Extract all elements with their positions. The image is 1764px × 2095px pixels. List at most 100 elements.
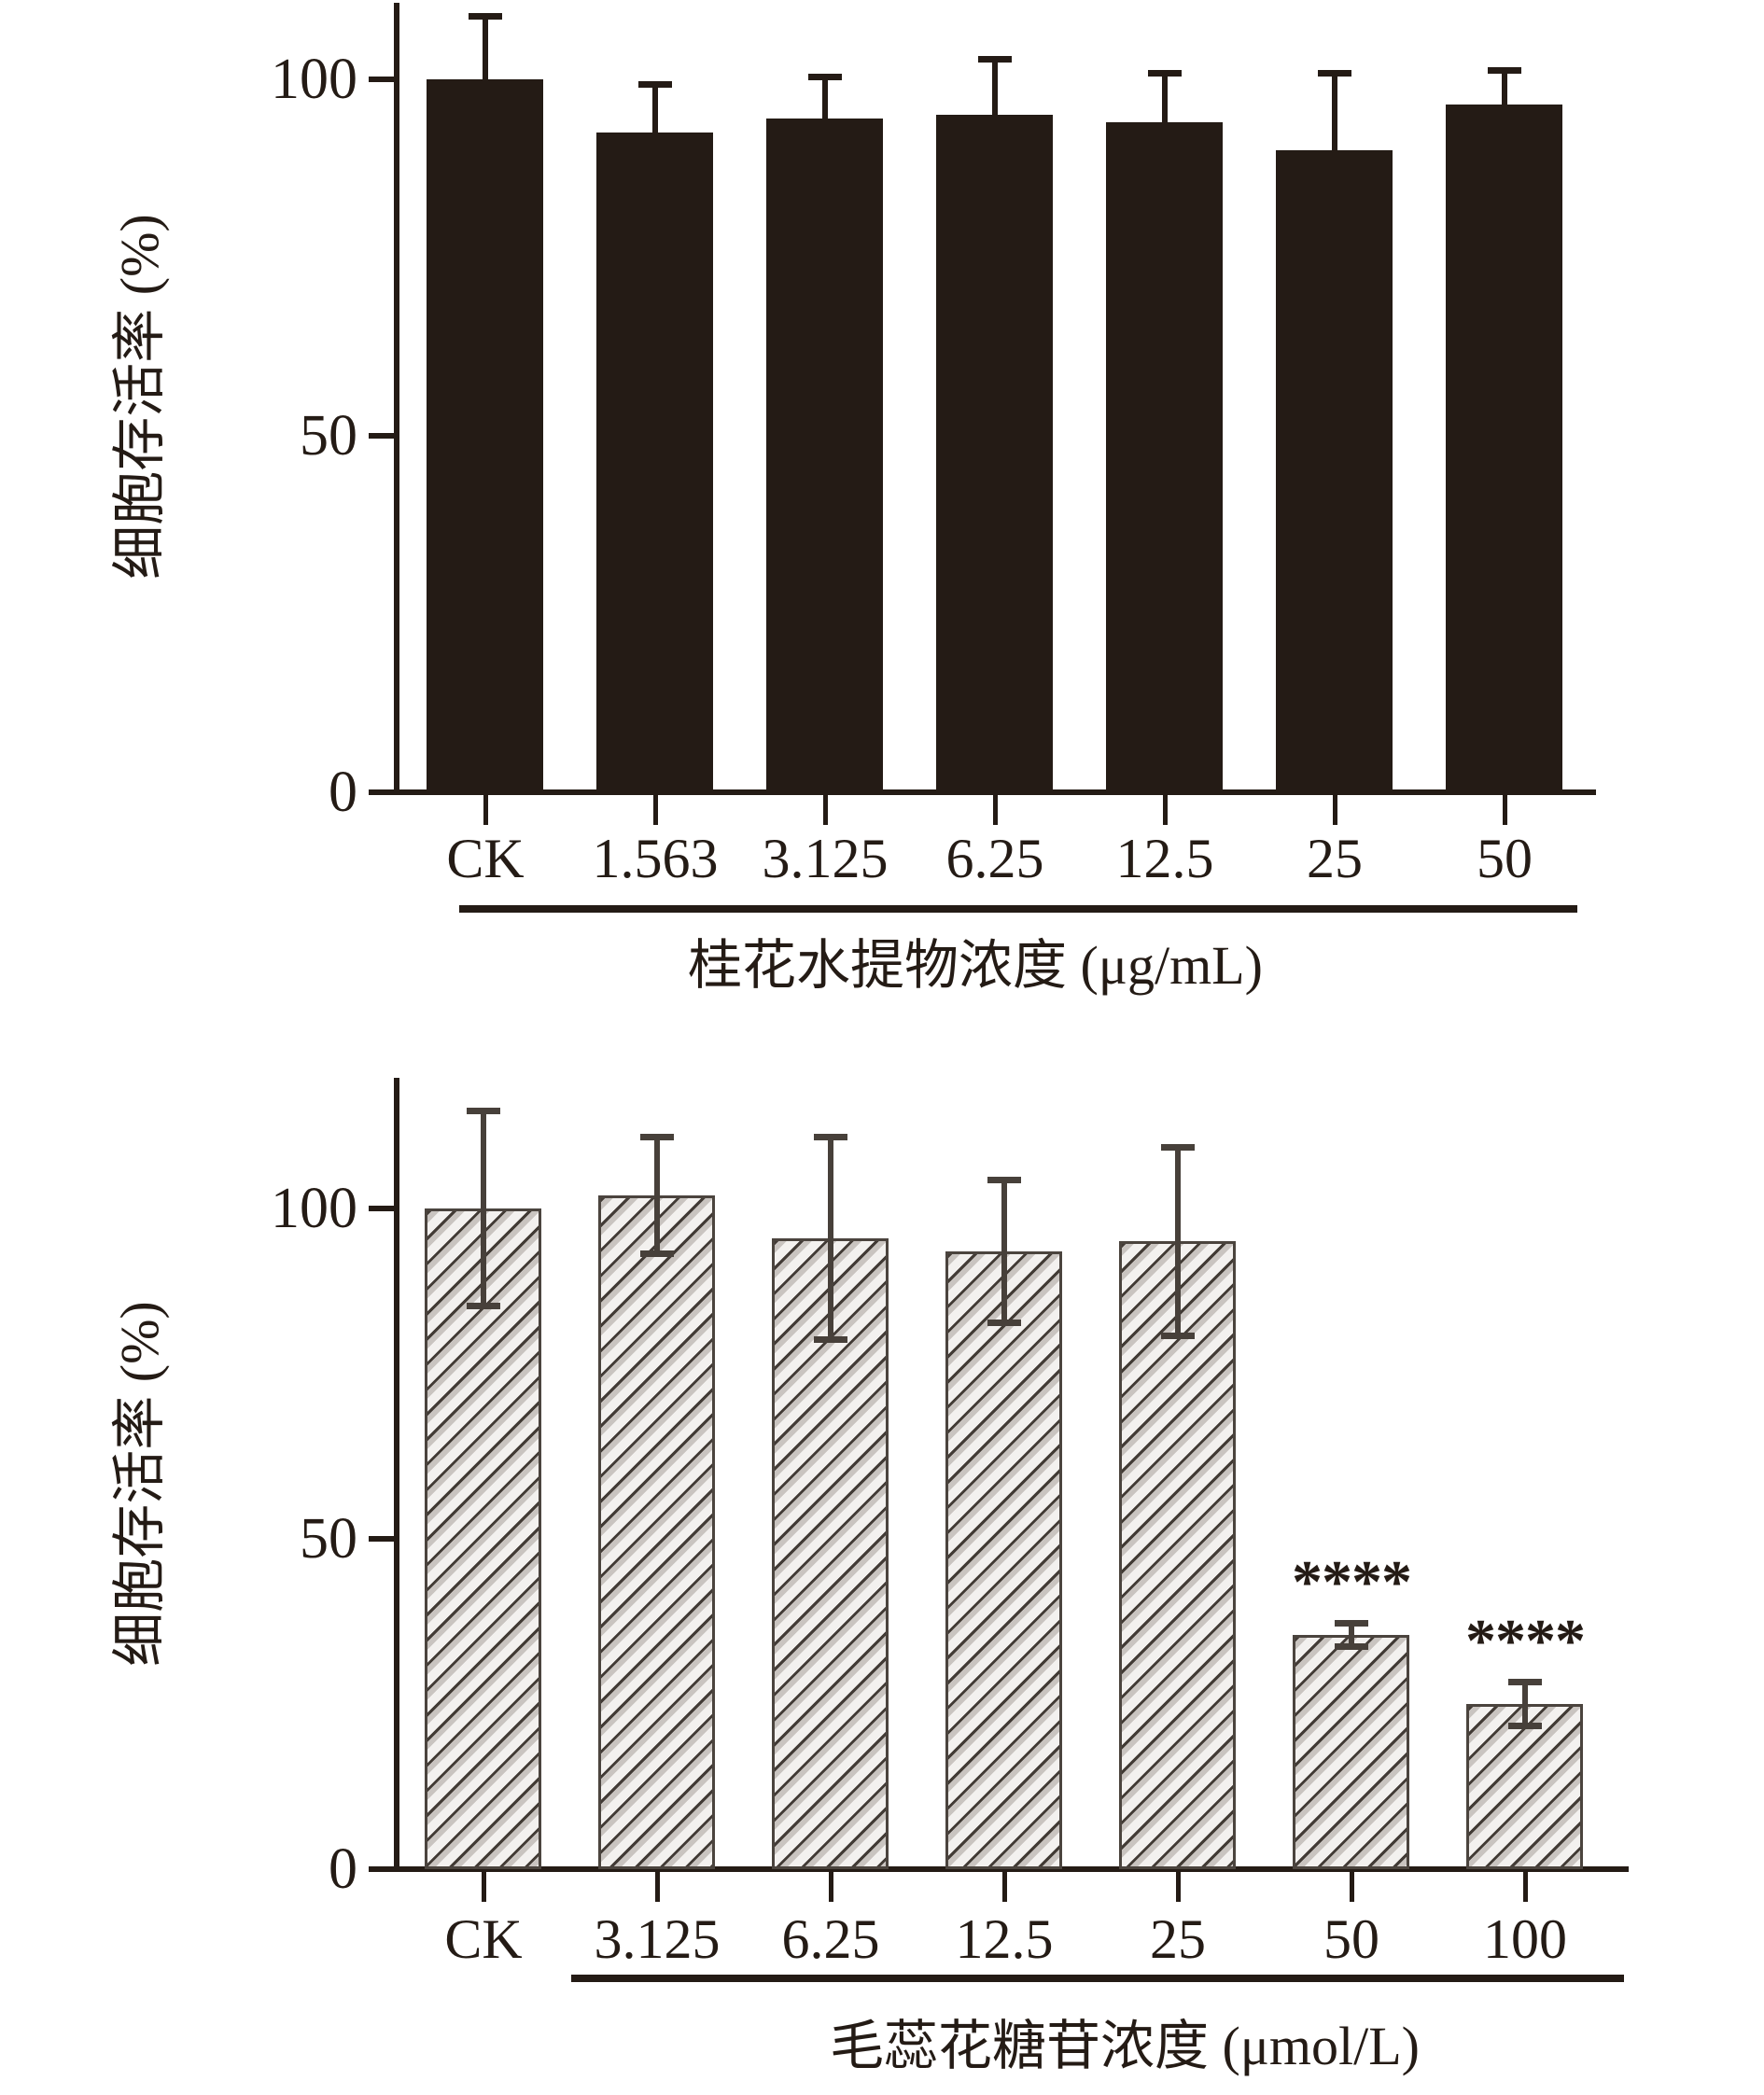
x-tick-label: CK bbox=[446, 828, 525, 889]
error-bar-line bbox=[992, 58, 998, 173]
error-bar-line bbox=[483, 15, 488, 144]
y-axis-line bbox=[394, 1078, 399, 1872]
error-bar-cap-bottom bbox=[987, 1319, 1021, 1326]
error-bar-cap-top bbox=[1318, 70, 1351, 77]
bar-6.25 bbox=[936, 115, 1053, 792]
y-tick-label: 0 bbox=[329, 761, 357, 824]
y-tick-label: 100 bbox=[271, 48, 357, 111]
y-tick-label: 100 bbox=[271, 1177, 357, 1240]
error-bar-cap-top bbox=[469, 13, 502, 21]
error-bar-cap-top bbox=[1335, 1619, 1368, 1627]
error-bar-cap-top bbox=[640, 1134, 674, 1141]
x-axis-line bbox=[394, 1866, 1629, 1872]
error-bar-cap-top bbox=[814, 1134, 847, 1141]
y-tick bbox=[369, 77, 397, 82]
error-bar-cap-bottom bbox=[469, 138, 502, 146]
y-tick bbox=[369, 789, 397, 795]
bar-25 bbox=[1276, 150, 1393, 792]
error-bar-cap-bottom bbox=[1148, 167, 1182, 175]
y-axis-title: 细胞存活率 (%) bbox=[109, 214, 170, 580]
error-bar-cap-top bbox=[978, 56, 1012, 63]
bar-CK bbox=[425, 1208, 541, 1869]
x-tick bbox=[655, 1872, 660, 1902]
error-bar-cap-bottom bbox=[978, 167, 1012, 175]
y-tick bbox=[369, 1866, 397, 1872]
error-bar-cap-bottom bbox=[1161, 1333, 1195, 1340]
x-tick-label: 100 bbox=[1483, 1908, 1567, 1970]
bar-50 bbox=[1293, 1634, 1409, 1869]
error-bar-cap-top bbox=[1148, 70, 1182, 77]
x-axis-line bbox=[394, 789, 1596, 795]
y-axis-title: 细胞存活率 (%) bbox=[109, 1301, 170, 1667]
bar-100 bbox=[1466, 1704, 1583, 1869]
bar-CK bbox=[427, 79, 543, 792]
error-bar-cap-bottom bbox=[467, 1303, 500, 1310]
x-tick bbox=[482, 1872, 486, 1902]
x-tick-label: 12.5 bbox=[1115, 828, 1214, 889]
y-tick bbox=[369, 1536, 397, 1542]
x-tick-label: 25 bbox=[1307, 828, 1363, 889]
error-bar-line bbox=[1502, 68, 1507, 140]
x-tick bbox=[483, 795, 488, 825]
significance-stars: **** bbox=[1292, 1547, 1412, 1616]
x-tick-label: 6.25 bbox=[781, 1908, 880, 1970]
error-bar-line bbox=[828, 1136, 833, 1341]
x-axis-title: 毛蕊花糖苷浓度 (μmol/L) bbox=[830, 2016, 1420, 2076]
x-tick bbox=[1503, 795, 1507, 825]
y-tick-label: 50 bbox=[300, 404, 357, 468]
error-bar-cap-bottom bbox=[640, 1250, 674, 1257]
y-axis-line bbox=[394, 3, 399, 795]
error-bar-cap-top bbox=[467, 1107, 500, 1114]
x-axis-title: 桂花水提物浓度 (μg/mL) bbox=[688, 935, 1263, 996]
bar-6.25 bbox=[772, 1237, 889, 1869]
x-tick-label: 50 bbox=[1477, 828, 1533, 889]
treatment-group-line bbox=[459, 905, 1577, 913]
x-tick bbox=[653, 795, 658, 825]
bar-25 bbox=[1119, 1241, 1236, 1869]
x-tick bbox=[1002, 1872, 1007, 1902]
x-tick-label: 3.125 bbox=[762, 828, 889, 889]
x-tick bbox=[1350, 1872, 1354, 1902]
error-bar-cap-bottom bbox=[638, 177, 672, 185]
y-tick-label: 0 bbox=[329, 1837, 357, 1901]
x-tick-label: 6.25 bbox=[945, 828, 1044, 889]
error-bar-cap-top bbox=[808, 74, 842, 81]
x-tick bbox=[1333, 795, 1337, 825]
bar-3.125 bbox=[766, 119, 883, 792]
error-bar-cap-bottom bbox=[1318, 224, 1351, 231]
x-tick-label: 12.5 bbox=[955, 1908, 1054, 1970]
x-tick bbox=[1163, 795, 1168, 825]
error-bar-cap-top bbox=[638, 80, 672, 88]
error-bar-line bbox=[1332, 72, 1337, 230]
error-bar-cap-bottom bbox=[814, 1335, 847, 1343]
y-tick-label: 50 bbox=[300, 1507, 357, 1571]
x-tick-label: 3.125 bbox=[594, 1908, 721, 1970]
treatment-group-line bbox=[571, 1975, 1624, 1982]
error-bar-line bbox=[1001, 1179, 1007, 1324]
error-bar-line bbox=[1522, 1681, 1528, 1727]
error-bar-cap-top bbox=[1508, 1679, 1542, 1686]
y-tick bbox=[369, 1206, 397, 1211]
x-tick bbox=[829, 1872, 833, 1902]
bar-12.5 bbox=[945, 1251, 1062, 1869]
error-bar-line bbox=[1175, 1145, 1181, 1338]
x-tick bbox=[1523, 1872, 1528, 1902]
x-tick bbox=[823, 795, 828, 825]
error-bar-cap-bottom bbox=[1508, 1722, 1542, 1729]
bar-50 bbox=[1446, 104, 1562, 792]
x-tick-label: CK bbox=[444, 1908, 523, 1970]
error-bar-cap-bottom bbox=[1335, 1642, 1368, 1650]
bar-1.563 bbox=[596, 133, 713, 792]
error-bar-line bbox=[1162, 72, 1168, 173]
x-tick-label: 25 bbox=[1150, 1908, 1206, 1970]
error-bar-line bbox=[481, 1109, 486, 1308]
y-tick bbox=[369, 433, 397, 439]
error-bar-line bbox=[1349, 1621, 1354, 1648]
x-tick-label: 50 bbox=[1323, 1908, 1379, 1970]
x-tick bbox=[993, 795, 998, 825]
error-bar-cap-top bbox=[1161, 1143, 1195, 1151]
bar-12.5 bbox=[1106, 121, 1223, 792]
error-bar-line bbox=[652, 82, 658, 183]
error-bar-cap-bottom bbox=[1488, 134, 1521, 142]
